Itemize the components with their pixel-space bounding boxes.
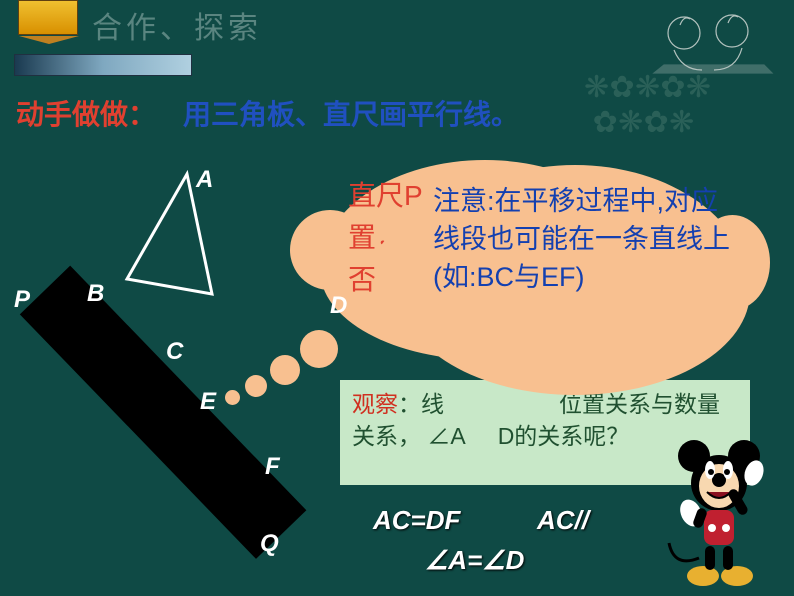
blue-subtitle: 用三角板、直尺画平行线。 — [183, 93, 519, 133]
cloud-tail — [300, 330, 338, 368]
cloud-tail — [270, 355, 300, 385]
point-E: E — [200, 388, 216, 416]
page-title: 合作、探索 — [92, 3, 262, 47]
header-icon-box — [18, 0, 78, 35]
cloud-tail — [225, 390, 240, 405]
point-D: D — [330, 292, 347, 320]
point-C: C — [166, 338, 183, 366]
point-F: F — [265, 453, 280, 481]
mickey-icon — [659, 428, 779, 588]
red-label: 动手做做： — [16, 93, 156, 133]
equation-1b: AC// — [537, 505, 589, 536]
triangle-shape — [117, 169, 237, 299]
cloud-tail — [245, 375, 267, 397]
cloud-front-text: 注意:在平移过程中,对应线段也可能在一条直线上(如:BC与EF) — [433, 183, 733, 296]
point-B: B — [87, 280, 104, 308]
decorative-leaves-icon: ❋ ✿ ❋ ✿ ❋ ✿ ❋ ✿ ❋ — [584, 70, 794, 150]
observe-label: 观察 — [352, 391, 398, 417]
cloud-back-line3: 否 — [348, 264, 376, 295]
point-Q: Q — [260, 530, 279, 558]
ruler-shape — [20, 266, 307, 559]
equation-2: ∠A=∠D — [425, 545, 524, 576]
point-A: A — [196, 166, 213, 194]
cloud-back-line1: 直尺P — [348, 180, 423, 211]
observe-text-3: D的关系呢？ — [498, 423, 630, 449]
point-P: P — [14, 286, 30, 314]
gradient-bar — [14, 54, 192, 76]
equation-1a: AC=DF — [373, 505, 460, 536]
observe-text-1: ：线 — [398, 391, 444, 417]
decorative-sketch-icon — [644, 5, 784, 75]
